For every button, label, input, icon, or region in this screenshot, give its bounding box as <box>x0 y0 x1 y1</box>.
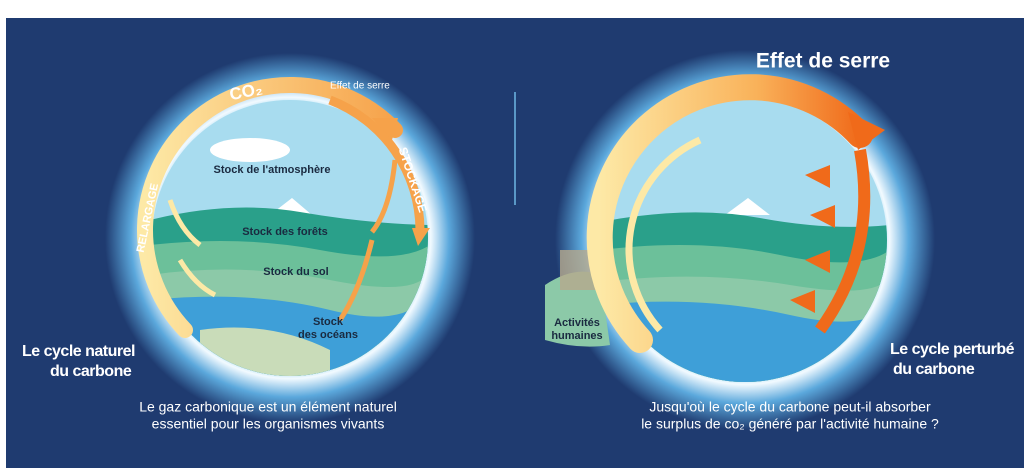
activites-label: Activités <box>554 317 600 329</box>
caption: Jusqu'où le cycle du carbone peut-il abs… <box>649 399 931 415</box>
effet-label: Effet de serre <box>330 81 390 92</box>
cycle-label: du carbone <box>50 363 132 380</box>
stock-label: Stock du sol <box>263 266 328 278</box>
stock-label: des océans <box>298 329 358 341</box>
caption: le surplus de co₂ généré par l'activité … <box>641 416 939 432</box>
effet-label: Effet de serre <box>756 50 890 73</box>
caption: essentiel pour les organismes vivants <box>152 416 385 432</box>
cycle-label: Le cycle perturbé <box>890 341 1015 358</box>
caption: Le gaz carbonique est un élément naturel <box>139 399 397 415</box>
cycle-label: Le cycle naturel <box>22 343 135 360</box>
left-sphere <box>105 53 475 423</box>
cycle-label: du carbone <box>893 361 975 378</box>
stock-label: Stock de l'atmosphère <box>214 164 331 176</box>
activites-label: humaines <box>551 330 602 342</box>
right-sphere <box>545 50 935 430</box>
stock-label: Stock des forêts <box>242 226 328 238</box>
stock-label: Stock <box>313 316 344 328</box>
